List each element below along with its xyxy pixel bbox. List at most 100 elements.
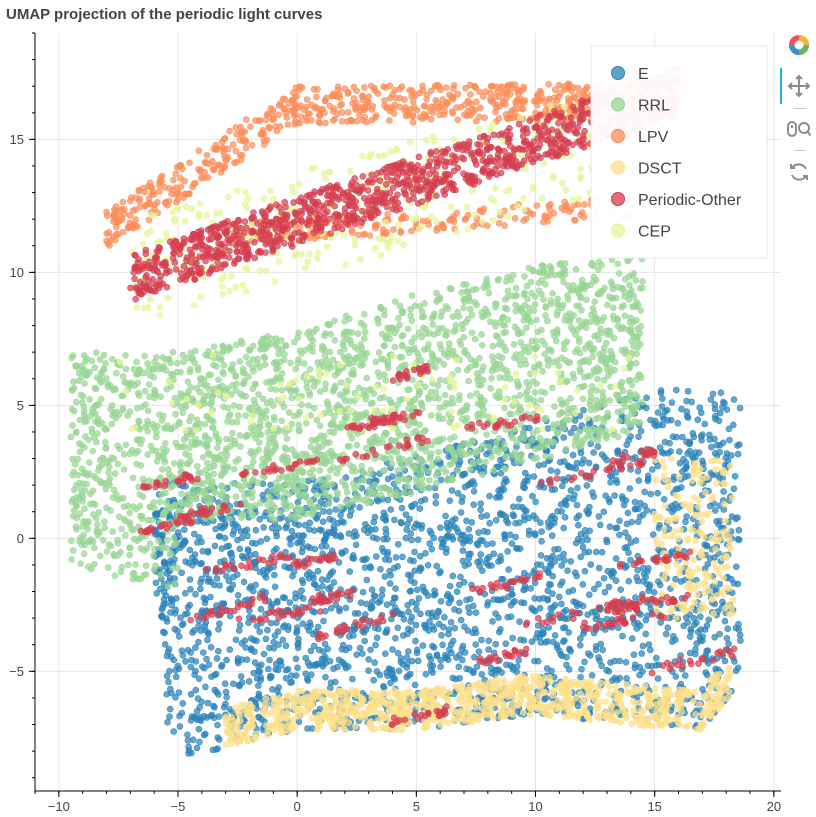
point-rrl	[630, 333, 638, 341]
point-e	[372, 641, 379, 649]
point-e	[282, 642, 290, 650]
point-e	[729, 421, 737, 429]
point-e	[304, 725, 311, 732]
point-rrl	[344, 412, 351, 420]
point-rrl	[489, 342, 497, 350]
point-rrl	[388, 324, 395, 332]
point-e	[680, 622, 688, 630]
point-e	[732, 624, 740, 632]
point-e	[264, 626, 271, 634]
point-e	[240, 578, 248, 586]
point-rrl	[381, 455, 388, 462]
point-e	[459, 547, 467, 554]
point-e	[502, 513, 510, 521]
point-rrl	[111, 552, 118, 560]
point-rrl	[346, 336, 354, 344]
point-rrl	[272, 335, 280, 342]
point-e	[473, 663, 481, 671]
point-rrl	[68, 537, 75, 545]
point-rrl	[290, 485, 298, 492]
point-e	[220, 515, 228, 523]
point-e	[478, 567, 486, 575]
point-e	[215, 713, 223, 720]
point-rrl	[463, 402, 471, 409]
point-e	[440, 623, 447, 631]
point-rrl	[482, 458, 489, 466]
point-rrl	[637, 307, 645, 314]
point-e	[736, 631, 744, 639]
point-rrl	[407, 490, 415, 497]
point-rrl	[193, 385, 201, 392]
point-e	[532, 498, 539, 506]
point-e	[294, 539, 301, 547]
point-rrl	[262, 345, 269, 352]
point-e	[501, 532, 509, 540]
point-rrl	[218, 382, 226, 390]
point-e	[448, 649, 455, 657]
point-rrl	[573, 302, 580, 310]
point-rrl	[242, 412, 249, 419]
point-rrl	[106, 463, 113, 471]
point-e	[635, 505, 642, 513]
point-e	[292, 594, 299, 602]
point-rrl	[383, 430, 391, 437]
point-rrl	[324, 474, 332, 481]
point-e	[713, 517, 720, 525]
point-rrl	[448, 394, 456, 402]
point-rrl	[313, 491, 320, 499]
point-e	[509, 634, 516, 642]
point-e	[416, 564, 424, 572]
point-e	[616, 517, 623, 525]
point-rrl	[528, 337, 536, 345]
point-e	[477, 551, 485, 558]
point-e	[551, 515, 559, 522]
point-e	[573, 514, 581, 522]
point-e	[385, 556, 393, 564]
point-rrl	[76, 448, 84, 456]
point-rrl	[398, 341, 406, 349]
point-e	[202, 730, 209, 738]
point-e	[406, 515, 413, 523]
point-rrl	[604, 301, 611, 309]
point-e	[284, 665, 292, 673]
point-e	[359, 588, 367, 596]
point-rrl	[310, 383, 318, 390]
point-e	[549, 590, 556, 598]
point-e	[189, 629, 196, 636]
point-rrl	[446, 461, 454, 468]
point-rrl	[238, 514, 245, 521]
point-rrl	[501, 404, 508, 412]
point-rrl	[593, 397, 600, 404]
point-rrl	[377, 491, 385, 499]
point-e	[274, 666, 282, 674]
point-e	[234, 591, 242, 599]
point-rrl	[435, 412, 443, 419]
point-e	[686, 649, 694, 657]
point-e	[356, 504, 363, 511]
point-e	[394, 540, 402, 548]
point-rrl	[396, 302, 404, 310]
point-rrl	[593, 367, 601, 374]
point-rrl	[218, 482, 226, 490]
point-rrl	[133, 537, 141, 545]
point-e	[182, 658, 189, 665]
point-rrl	[382, 376, 390, 384]
point-e	[318, 527, 325, 534]
point-rrl	[159, 465, 166, 473]
point-rrl	[326, 493, 334, 501]
point-e	[678, 484, 685, 491]
point-e	[326, 508, 333, 516]
point-rrl	[418, 313, 426, 321]
point-rrl	[161, 458, 169, 466]
point-rrl	[420, 459, 427, 466]
point-e	[634, 619, 642, 627]
point-e	[545, 624, 552, 631]
point-rrl	[343, 328, 350, 336]
point-e	[736, 404, 744, 412]
point-rrl	[249, 342, 257, 350]
point-rrl	[553, 326, 561, 334]
point-e	[671, 500, 679, 508]
point-rrl	[282, 481, 290, 488]
point-rrl	[512, 284, 520, 292]
point-e	[711, 449, 719, 457]
